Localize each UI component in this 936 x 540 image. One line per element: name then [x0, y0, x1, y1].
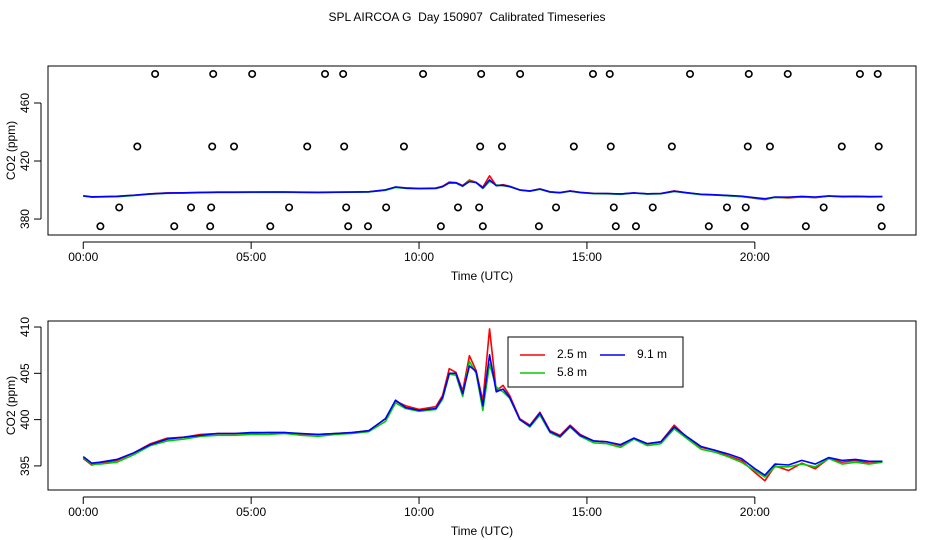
point: [516, 69, 525, 78]
point: [801, 222, 810, 231]
point: [478, 222, 487, 231]
point: [722, 203, 731, 212]
point: [303, 142, 312, 151]
point: [208, 142, 217, 151]
series-line: [82, 360, 883, 478]
point: [476, 142, 485, 151]
point: [819, 203, 828, 212]
plot-box: [47, 65, 917, 236]
y-tick-label: 380: [18, 209, 32, 229]
series-line: [83, 179, 883, 200]
point: [248, 69, 257, 78]
point: [133, 142, 142, 151]
point: [285, 203, 294, 212]
point: [855, 69, 864, 78]
x-tick-label: 00:00: [68, 505, 98, 519]
figure-title: SPL AIRCOA G Day 150907 Calibrated Times…: [328, 10, 605, 24]
y-tick-label: 405: [18, 363, 32, 383]
point: [876, 203, 885, 212]
y-tick-label: 460: [18, 93, 32, 113]
y-tick-label: 400: [18, 409, 32, 429]
point: [497, 142, 506, 151]
x-tick-label: 15:00: [572, 250, 602, 264]
point: [611, 222, 620, 231]
point: [364, 222, 373, 231]
point: [534, 222, 543, 231]
point: [230, 142, 239, 151]
y-axis-label: CO2 (ppm): [4, 376, 18, 435]
x-tick-label: 00:00: [68, 250, 98, 264]
point: [151, 69, 160, 78]
x-tick-label: 05:00: [236, 505, 266, 519]
point: [631, 222, 640, 231]
point: [783, 69, 792, 78]
point: [339, 69, 348, 78]
point: [475, 203, 484, 212]
point: [605, 69, 614, 78]
x-tick-label: 20:00: [740, 250, 770, 264]
point: [569, 142, 578, 151]
point: [609, 203, 618, 212]
point: [873, 69, 882, 78]
x-tick-label: 15:00: [572, 505, 602, 519]
point: [686, 69, 695, 78]
point: [382, 203, 391, 212]
point: [606, 142, 615, 151]
point: [115, 203, 124, 212]
point: [874, 142, 883, 151]
point: [744, 69, 753, 78]
point: [96, 222, 105, 231]
legend-label: 5.8 m: [557, 365, 587, 379]
legend-label: 9.1 m: [637, 347, 667, 361]
point: [206, 222, 215, 231]
x-tick-label: 10:00: [404, 250, 434, 264]
point: [648, 203, 657, 212]
point: [266, 222, 275, 231]
x-tick-label: 05:00: [236, 250, 266, 264]
point: [342, 203, 351, 212]
point: [741, 203, 750, 212]
point: [877, 222, 886, 231]
point: [743, 142, 752, 151]
x-axis-label: Time (UTC): [451, 524, 513, 538]
point: [209, 69, 218, 78]
y-axis-label: CO2 (ppm): [4, 121, 18, 180]
point: [453, 203, 462, 212]
point: [667, 142, 676, 151]
series-line: [82, 354, 883, 476]
plot-box: [47, 320, 917, 491]
point: [419, 69, 428, 78]
point: [399, 142, 408, 151]
point: [740, 222, 749, 231]
y-tick-label: 395: [18, 456, 32, 476]
x-tick-label: 20:00: [740, 505, 770, 519]
point: [552, 203, 561, 212]
point: [436, 222, 445, 231]
point: [207, 203, 216, 212]
point: [344, 222, 353, 231]
point: [340, 142, 349, 151]
x-axis-label: Time (UTC): [451, 269, 513, 283]
point: [321, 69, 330, 78]
point: [704, 222, 713, 231]
x-tick-label: 10:00: [404, 505, 434, 519]
series-line: [83, 180, 883, 200]
point: [477, 69, 486, 78]
y-tick-label: 410: [18, 317, 32, 337]
point: [765, 142, 774, 151]
point: [588, 69, 597, 78]
y-tick-label: 420: [18, 151, 32, 171]
legend-label: 2.5 m: [557, 347, 587, 361]
point: [170, 222, 179, 231]
legend-box: [507, 336, 684, 388]
point: [187, 203, 196, 212]
point: [837, 142, 846, 151]
